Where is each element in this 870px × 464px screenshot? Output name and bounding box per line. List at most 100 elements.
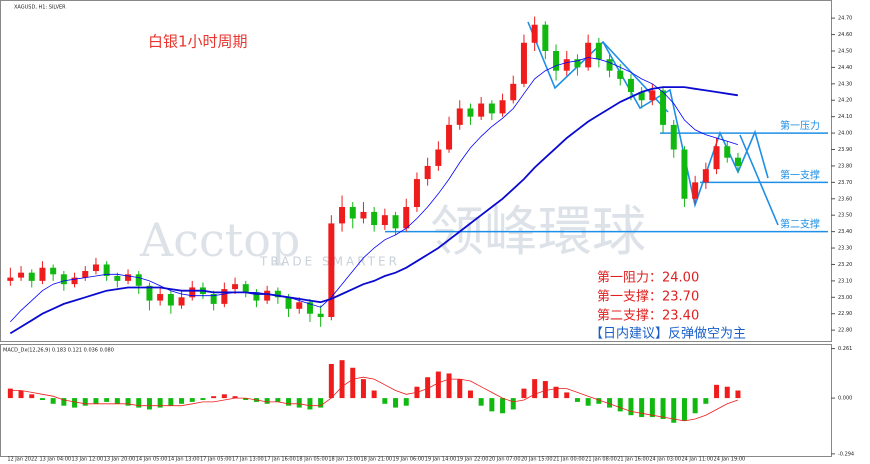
histogram-bar: [521, 388, 527, 399]
histogram-bar: [189, 398, 195, 402]
histogram-bar: [435, 371, 441, 399]
candle-body: [660, 90, 667, 125]
histogram-bar: [179, 398, 185, 404]
y-tick-label: 23.00: [838, 295, 852, 301]
histogram-bar: [382, 398, 388, 404]
candle-body: [210, 294, 217, 304]
y-tick-label: 23.20: [838, 262, 852, 268]
y-tick-label: 24.50: [838, 48, 852, 54]
histogram-bar: [157, 398, 163, 408]
y-tick-label: 24.00: [838, 131, 852, 137]
histogram-bar: [457, 379, 463, 399]
x-tick-label: 21 Jan 08:00: [585, 457, 617, 463]
histogram-bar: [7, 388, 13, 399]
candle-body: [18, 272, 25, 278]
x-tick-label: 18 Jan 05:00: [296, 457, 328, 463]
zigzag: [527, 21, 769, 208]
price-frame: [0, 0, 832, 342]
histogram-bar: [104, 398, 110, 402]
histogram-bar: [339, 360, 345, 399]
candle-body: [702, 169, 709, 183]
candle-body: [232, 284, 239, 290]
histogram-bar: [72, 398, 78, 408]
candle-body: [681, 149, 688, 199]
candle-body: [670, 124, 677, 150]
histogram-bar: [585, 398, 591, 406]
candle-body: [413, 179, 420, 207]
y-tick-label: 22.80: [838, 328, 852, 334]
histogram-bar: [393, 398, 399, 408]
candle-body: [531, 24, 538, 43]
histogram-bar: [114, 398, 120, 404]
y-tick-label: 23.90: [838, 147, 852, 153]
histogram-bar: [532, 379, 538, 399]
x-tick-label: 24 Jan 03:00: [649, 457, 681, 463]
y-tick-label: 23.40: [838, 229, 852, 235]
histogram-bar: [596, 398, 602, 404]
y-tick-label: 23.80: [838, 163, 852, 169]
candle-body: [360, 211, 367, 219]
candle-body: [510, 83, 517, 101]
candle-body: [649, 90, 656, 101]
candle-body: [306, 302, 313, 314]
y-tick-label: 23.60: [838, 196, 852, 202]
histogram-bar: [574, 398, 580, 402]
candle-body: [103, 264, 110, 276]
histogram-bar: [564, 392, 570, 399]
candle-body: [328, 223, 335, 318]
note: 第一支撑：23.70: [597, 290, 699, 305]
watermark: TRADE SMARTER: [259, 255, 400, 269]
indicator-line: [10, 376, 739, 422]
y-tick-label: 23.70: [838, 180, 852, 186]
histogram-bar: [39, 398, 45, 400]
histogram-bar: [692, 398, 698, 414]
histogram-bar: [318, 398, 324, 408]
histogram-bar: [510, 398, 516, 410]
x-tick-label: 17 Jan 05:00: [200, 457, 232, 463]
y-tick-label: 0.000: [838, 396, 852, 402]
y-tick-label: -0.294: [838, 451, 854, 457]
candle-body: [563, 59, 570, 71]
y-tick-label: 24.70: [838, 16, 852, 22]
y-tick-label: 0.261: [838, 346, 852, 352]
histogram-bar: [714, 384, 720, 399]
candle-body: [638, 92, 645, 101]
candle-body: [296, 302, 303, 309]
histogram-bar: [607, 398, 613, 408]
candle-body: [114, 275, 121, 281]
candle-body: [285, 297, 292, 309]
y-tick-label: 24.30: [838, 81, 852, 87]
y-tick-label: 24.40: [838, 65, 852, 71]
x-tick-label: 17 Jan 16:00: [264, 457, 296, 463]
candle-body: [189, 287, 196, 298]
histogram-bar: [61, 398, 67, 406]
macd-title: MACD_Dx(12,26,9) 0.183 0.121 0.036 0.080: [3, 348, 114, 354]
zigzag: [739, 134, 779, 226]
x-tick-label: 24 Jan 11:00: [681, 457, 713, 463]
candle-body: [339, 206, 346, 224]
x-tick-label: 18 Jan 21:00: [360, 457, 392, 463]
histogram-bar: [671, 398, 677, 423]
candle-body: [392, 215, 399, 229]
candle-body: [456, 108, 463, 125]
y-tick-label: 22.90: [838, 311, 852, 317]
histogram-bar: [243, 398, 249, 400]
watermark: Acctop: [139, 213, 300, 267]
histogram-bar: [500, 398, 506, 414]
candle-body: [520, 42, 527, 84]
candle-body: [349, 206, 356, 219]
zigzag: [602, 41, 669, 113]
x-tick-label: 21 Jan 16:00: [617, 457, 649, 463]
x-tick-label: 12 Jan 2022: [7, 457, 37, 463]
histogram-bar: [489, 398, 495, 412]
histogram-bar: [735, 390, 741, 399]
indicator-line: [9, 86, 739, 335]
candle-body: [92, 264, 99, 272]
histogram-bar: [93, 398, 99, 404]
candle-body: [435, 149, 442, 166]
x-tick-label: 17 Jan 13:00: [232, 457, 264, 463]
candle-body: [446, 124, 453, 150]
y-tick-label: 24.20: [838, 98, 852, 104]
x-tick-label: 20 Jan 07:00: [489, 457, 521, 463]
